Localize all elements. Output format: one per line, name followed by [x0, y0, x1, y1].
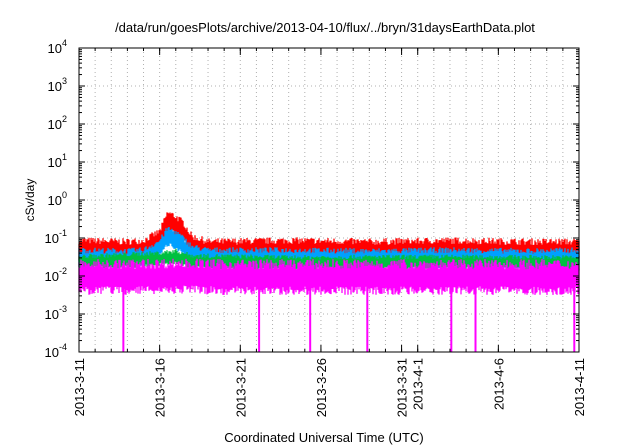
y-tick-exponent: -4 — [59, 342, 67, 352]
y-tick-label: 101 — [48, 152, 67, 170]
y-axis-label: cSv/day — [23, 179, 37, 222]
y-tick-label: 10-3 — [45, 304, 67, 322]
y-tick-exponent: 0 — [62, 190, 67, 200]
x-tick-label: 2013-4-1 — [411, 358, 426, 410]
x-tick-label: 2013-3-16 — [153, 358, 168, 417]
y-tick-exponent: 4 — [62, 38, 67, 48]
y-tick-exponent: 3 — [62, 76, 67, 86]
x-tick-label: 2013-3-26 — [314, 358, 329, 417]
plot-area — [78, 212, 580, 352]
x-axis: 2013-3-11 2013-3-16 2013-3-21 2013-3-26 2013… — [72, 48, 587, 417]
y-tick-label: 102 — [48, 114, 67, 132]
y-tick-label: 10-4 — [45, 342, 67, 360]
x-tick-label: 2013-3-31 — [395, 358, 410, 417]
y-tick-label: 103 — [48, 76, 67, 94]
y-tick-exponent: -2 — [59, 266, 67, 276]
y-tick-label: 10-1 — [45, 228, 67, 246]
y-tick-exponent: -3 — [59, 304, 67, 314]
x-tick-label: 2013-4-11 — [572, 358, 587, 416]
y-tick-exponent: 2 — [62, 114, 67, 124]
x-tick-label: 2013-4-6 — [491, 358, 506, 410]
y-tick-exponent: -1 — [59, 228, 67, 238]
chart-title: /data/run/goesPlots/archive/2013-04-10/f… — [115, 20, 535, 35]
y-tick-label: 104 — [48, 38, 67, 56]
x-axis-label: Coordinated Universal Time (UTC) — [224, 430, 423, 445]
x-tick-label: 2013-3-21 — [233, 358, 248, 417]
grid — [78, 47, 580, 353]
y-tick-exponent: 1 — [62, 152, 67, 162]
y-tick-label: 10-2 — [45, 266, 67, 284]
x-tick-label: 2013-3-11 — [72, 358, 87, 416]
y-tick-label: 100 — [48, 190, 67, 208]
